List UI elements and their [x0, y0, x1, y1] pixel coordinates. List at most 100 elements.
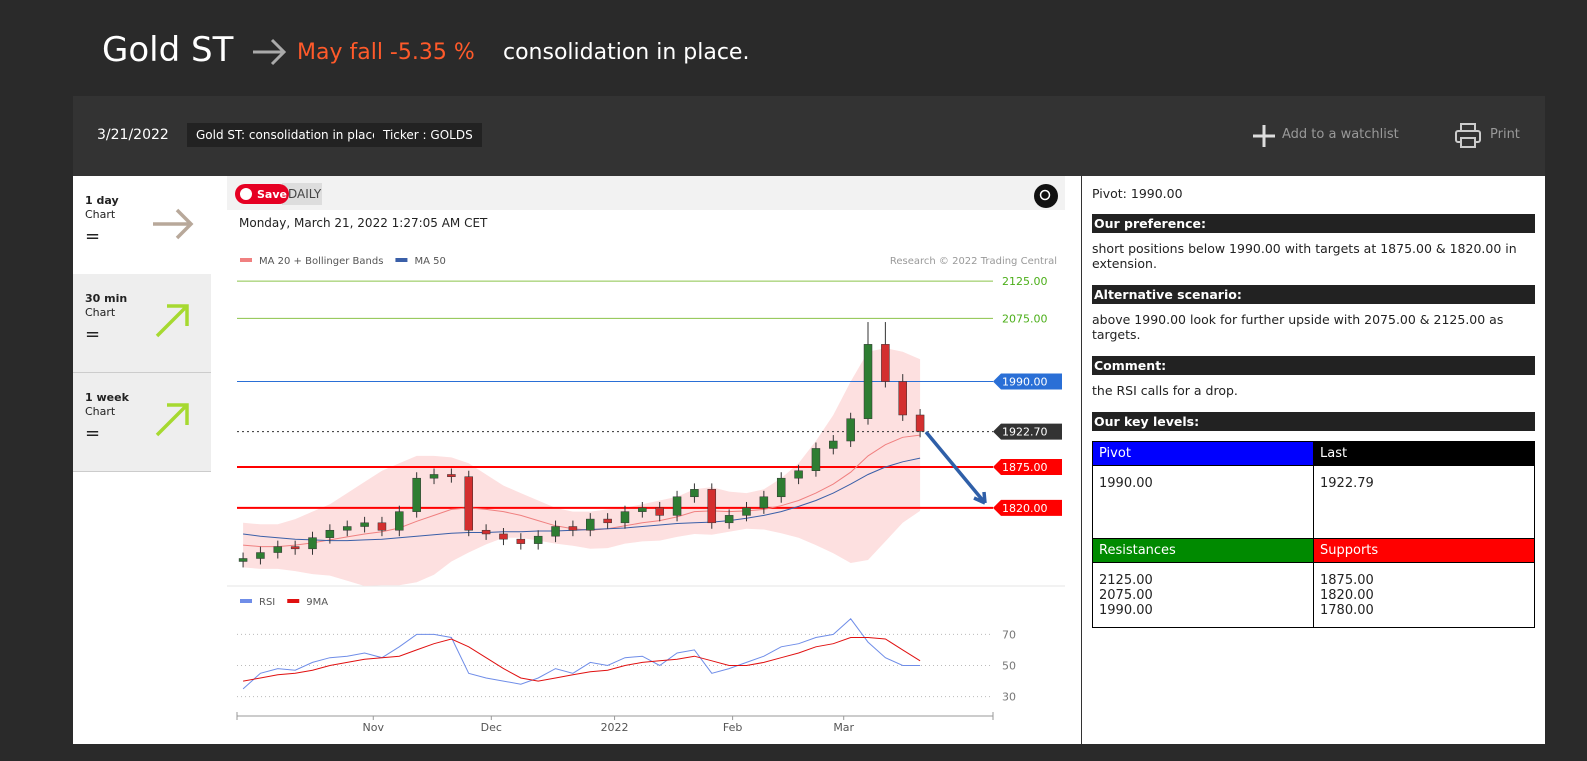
candle-body — [377, 522, 387, 531]
sign: = — [85, 226, 101, 247]
zoom-button[interactable] — [1034, 184, 1058, 208]
section-heading: Our preference: — [1092, 214, 1535, 233]
level-label: 1875.00 — [1002, 461, 1048, 474]
candle-body — [586, 518, 595, 531]
legend-swatch — [240, 258, 252, 262]
legend-label: MA 50 — [414, 256, 445, 267]
forecast: May fall -5.35 % — [297, 40, 475, 65]
watchlist-button[interactable]: Add to a watchlist — [1282, 127, 1399, 142]
x-tick-label: Feb — [723, 721, 742, 734]
candle-body — [672, 496, 682, 516]
candle-body — [603, 518, 612, 524]
candle-body — [499, 533, 508, 540]
candle-body — [655, 507, 664, 516]
level-box — [993, 423, 1062, 440]
level-box — [993, 459, 1062, 476]
section-text: short positions below 1990.00 with targe… — [1092, 241, 1517, 271]
period: 1 week — [85, 391, 129, 404]
cell: Last — [1313, 441, 1535, 466]
save-label: Save — [257, 188, 287, 201]
level-label: 1820.00 — [1002, 502, 1048, 515]
candle-body — [481, 529, 491, 535]
section-text: above 1990.00 look for further upside wi… — [1092, 312, 1504, 342]
arrow-icon — [153, 208, 194, 240]
arrow-icon — [155, 403, 189, 437]
candle-body — [290, 546, 300, 550]
candle-body — [256, 552, 265, 559]
candle-body — [308, 537, 317, 550]
timeframe-tile[interactable]: 1 week Chart = — [73, 373, 211, 472]
value: 1922.79 — [1320, 476, 1374, 491]
timeframe-tile[interactable]: 30 min Chart = — [73, 274, 211, 373]
candle-body — [533, 535, 543, 544]
legend-label: MA 20 + Bollinger Bands — [259, 256, 383, 267]
series-line — [243, 637, 921, 682]
candle-body — [776, 477, 786, 498]
timestamp: Monday, March 21, 2022 1:27:05 AM CET — [239, 216, 488, 230]
print-button[interactable]: Print — [1490, 127, 1520, 142]
value: 1990.00 — [1099, 476, 1153, 491]
candle-body — [638, 507, 647, 512]
candle-body — [273, 546, 283, 553]
sign: = — [85, 423, 101, 444]
ma-line — [243, 457, 921, 542]
level-label: 2075.00 — [1002, 312, 1048, 325]
candle-body — [690, 489, 699, 498]
legend-swatch — [240, 599, 252, 603]
y-tick-label: 70 — [1002, 628, 1016, 641]
x-tick-label: 2022 — [601, 721, 629, 734]
candle-body — [829, 440, 838, 449]
title: Gold ST — [102, 30, 234, 70]
level-box — [993, 499, 1062, 516]
period: 1 day — [85, 194, 119, 207]
x-tick-label: Mar — [833, 721, 854, 734]
candle-body — [794, 470, 803, 479]
levels-table: Pivot Last 1990.00 1922.79 Resistances Supp… — [1092, 441, 1535, 628]
timeframe-tile[interactable]: 1 day Chart = — [73, 176, 211, 275]
legend-label: 9MA — [306, 597, 328, 608]
bollinger-band — [243, 348, 921, 586]
value: 1990.00 — [1099, 603, 1153, 618]
legend-swatch — [287, 599, 300, 603]
value: 2075.00 — [1099, 588, 1153, 603]
series-line — [242, 618, 921, 690]
cell: Supports — [1313, 538, 1535, 563]
plus-icon[interactable] — [1252, 124, 1276, 148]
candle-body — [325, 529, 335, 538]
range: DAILY — [288, 187, 322, 201]
tag: Gold ST: consolidation in place. — [187, 123, 393, 147]
candle-body — [759, 496, 769, 509]
x-tick-label: Nov — [363, 721, 385, 734]
legend-label: RSI — [259, 597, 275, 608]
cell: Pivot — [1092, 441, 1314, 466]
candle-body — [568, 526, 578, 531]
level-box — [993, 373, 1062, 390]
sign: = — [85, 324, 101, 345]
cell: 1922.79 — [1313, 465, 1535, 539]
value: 1875.00 — [1320, 573, 1374, 588]
candle-body — [742, 507, 751, 516]
candle-body — [238, 558, 248, 562]
label: Chart — [85, 306, 116, 319]
date: 3/21/2022 — [97, 127, 169, 143]
candle-body — [395, 511, 404, 531]
candle-body — [707, 489, 717, 524]
cell: 1875.00 1820.00 1780.00 — [1313, 562, 1535, 628]
value: 1780.00 — [1320, 603, 1374, 618]
candle-body — [412, 477, 421, 512]
analysis: Pivot: 1990.00 Our preference: short pos… — [1092, 176, 1535, 628]
candle-body — [516, 538, 526, 544]
period: 30 min — [85, 292, 128, 305]
label: Chart — [85, 208, 116, 221]
zoom-icon — [1039, 189, 1051, 201]
candle-body — [429, 474, 439, 479]
section-text: the RSI calls for a drop. — [1092, 383, 1238, 398]
print-icon[interactable] — [1454, 122, 1482, 150]
cell: Resistances — [1092, 538, 1314, 563]
y-tick-label: 50 — [1002, 660, 1016, 673]
level-label: 2125.00 — [1002, 275, 1048, 288]
candle-body — [447, 474, 456, 477]
candle-body — [881, 344, 890, 382]
candle-body — [811, 448, 821, 472]
